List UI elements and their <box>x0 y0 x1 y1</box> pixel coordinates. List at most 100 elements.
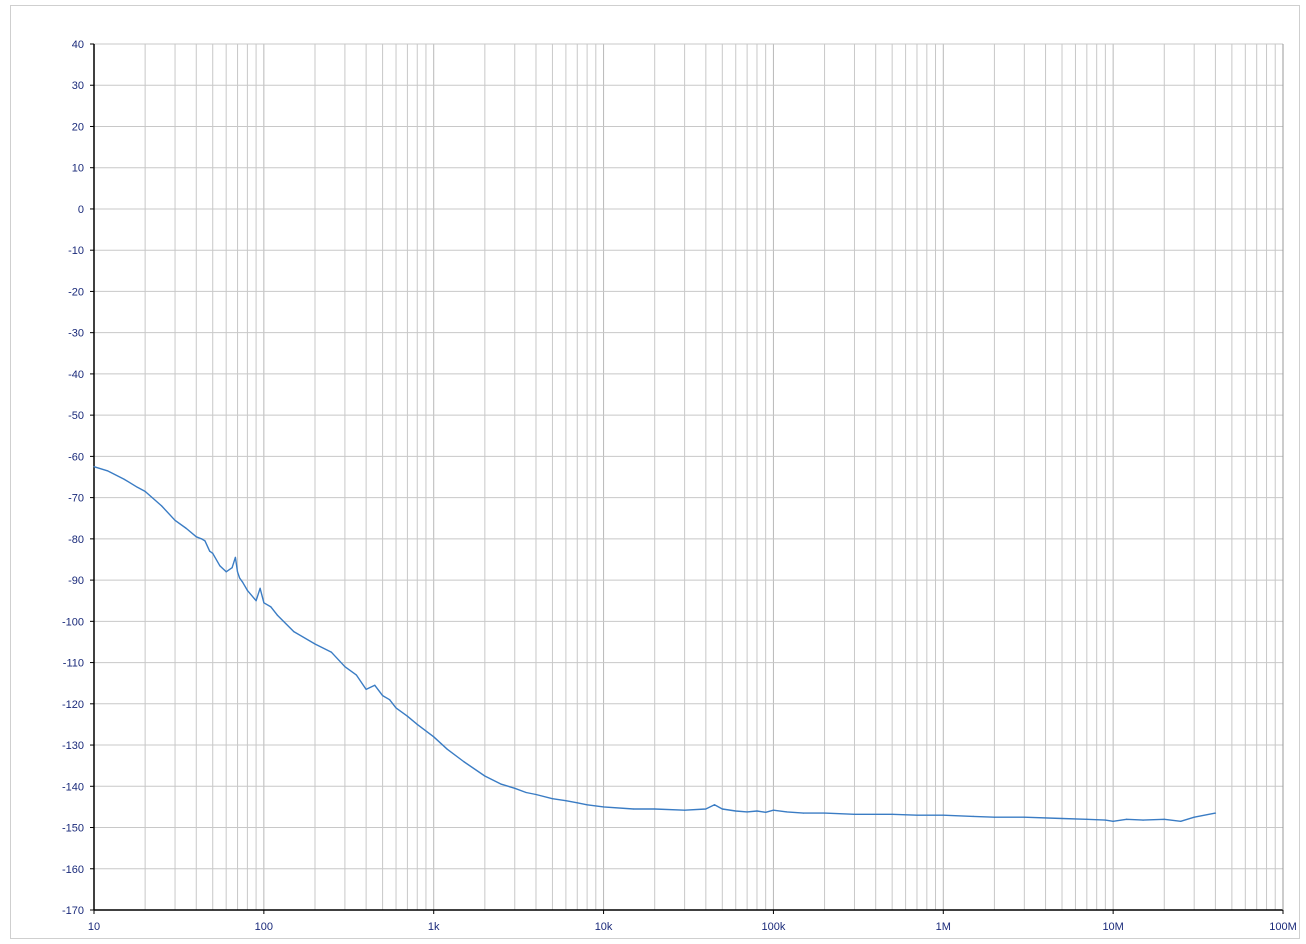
series-group <box>93 466 1217 822</box>
y-tick-label: -40 <box>68 369 84 381</box>
data-point <box>374 684 376 686</box>
y-tick-label: 10 <box>72 163 84 175</box>
y-tick-label: -10 <box>68 245 84 257</box>
data-point <box>446 748 448 750</box>
data-point <box>942 814 944 816</box>
data-point <box>293 631 295 633</box>
data-point <box>330 651 333 653</box>
data-point <box>500 783 502 785</box>
data-point <box>535 793 537 796</box>
y-tick-label: -130 <box>62 740 84 752</box>
y-tick-label: -70 <box>68 493 84 505</box>
data-point <box>1061 817 1063 820</box>
data-point <box>1193 816 1195 818</box>
data-point <box>136 486 138 488</box>
data-point <box>1163 818 1165 820</box>
x-tick-label: 10M <box>1102 921 1123 933</box>
y-tick-label: 40 <box>72 39 84 51</box>
data-point <box>484 775 486 777</box>
data-point <box>713 804 716 806</box>
data-point <box>259 587 261 589</box>
y-tick-label: -170 <box>62 905 84 917</box>
x-tick-label: 100M <box>1269 921 1297 933</box>
data-point <box>765 811 767 813</box>
series-line-0 <box>93 466 1216 822</box>
data-point <box>746 811 748 813</box>
data-point <box>365 688 367 690</box>
data-point <box>1104 819 1106 821</box>
y-tick-label: -140 <box>62 781 84 793</box>
data-point <box>586 804 588 806</box>
data-point <box>602 806 605 808</box>
data-point <box>406 715 409 717</box>
data-point <box>853 813 856 815</box>
y-tick-label: -120 <box>62 699 84 711</box>
y-tick-label: -30 <box>68 328 84 340</box>
y-tick-label: -50 <box>68 410 84 422</box>
data-point <box>395 707 397 709</box>
x-tick-label: 10k <box>595 921 613 933</box>
data-point <box>1023 816 1025 818</box>
data-point <box>123 478 125 480</box>
data-point <box>106 470 109 472</box>
data-point <box>219 565 221 567</box>
data-point <box>242 581 244 583</box>
data-point <box>463 760 465 763</box>
data-point <box>234 556 237 559</box>
data-point <box>204 540 206 542</box>
y-tick-label: -80 <box>68 534 84 546</box>
data-point <box>576 802 578 804</box>
data-point <box>144 490 146 493</box>
axes <box>90 43 1284 914</box>
data-point <box>972 815 974 817</box>
data-point <box>514 787 516 789</box>
data-point <box>246 589 248 592</box>
data-point <box>231 567 233 569</box>
data-point <box>802 812 804 814</box>
data-point <box>1180 820 1182 822</box>
data-point <box>632 808 635 810</box>
data-point <box>389 699 391 701</box>
y-tick-label: 20 <box>72 121 84 133</box>
data-point <box>236 571 239 573</box>
data-point <box>160 505 163 507</box>
data-point <box>1142 819 1144 821</box>
y-tick-label: -100 <box>62 616 84 628</box>
data-point <box>270 606 272 608</box>
data-point <box>565 800 567 802</box>
data-point <box>891 813 893 815</box>
y-tick-label: 0 <box>78 204 84 216</box>
data-point <box>255 600 257 602</box>
data-point <box>239 577 241 579</box>
data-point <box>721 808 723 810</box>
data-point <box>684 809 686 811</box>
data-point <box>93 466 95 468</box>
y-tick-label: -150 <box>62 823 84 835</box>
data-point <box>185 527 188 530</box>
data-point <box>551 798 554 800</box>
data-point <box>381 694 384 697</box>
data-point <box>1112 820 1114 822</box>
data-point <box>195 536 197 538</box>
data-point <box>993 816 996 818</box>
y-tick-label: 30 <box>72 80 84 92</box>
x-tick-labels: 10 100 1k 10k 100k 1M 10M 100M <box>88 921 1297 933</box>
data-point <box>525 791 527 794</box>
data-point <box>174 519 176 521</box>
data-point <box>654 808 656 810</box>
data-point <box>209 550 211 552</box>
data-point <box>786 811 788 813</box>
grid-lines <box>93 43 1283 911</box>
data-point <box>1125 818 1128 820</box>
x-tick-label: 1M <box>936 921 951 933</box>
y-tick-label: -60 <box>68 451 84 463</box>
data-point <box>416 723 418 726</box>
data-point <box>344 666 346 668</box>
data-point <box>916 814 918 816</box>
data-point <box>314 643 316 645</box>
data-point <box>735 810 737 812</box>
data-point <box>355 674 357 676</box>
data-point <box>756 810 758 812</box>
x-tick-label: 100k <box>761 921 785 933</box>
